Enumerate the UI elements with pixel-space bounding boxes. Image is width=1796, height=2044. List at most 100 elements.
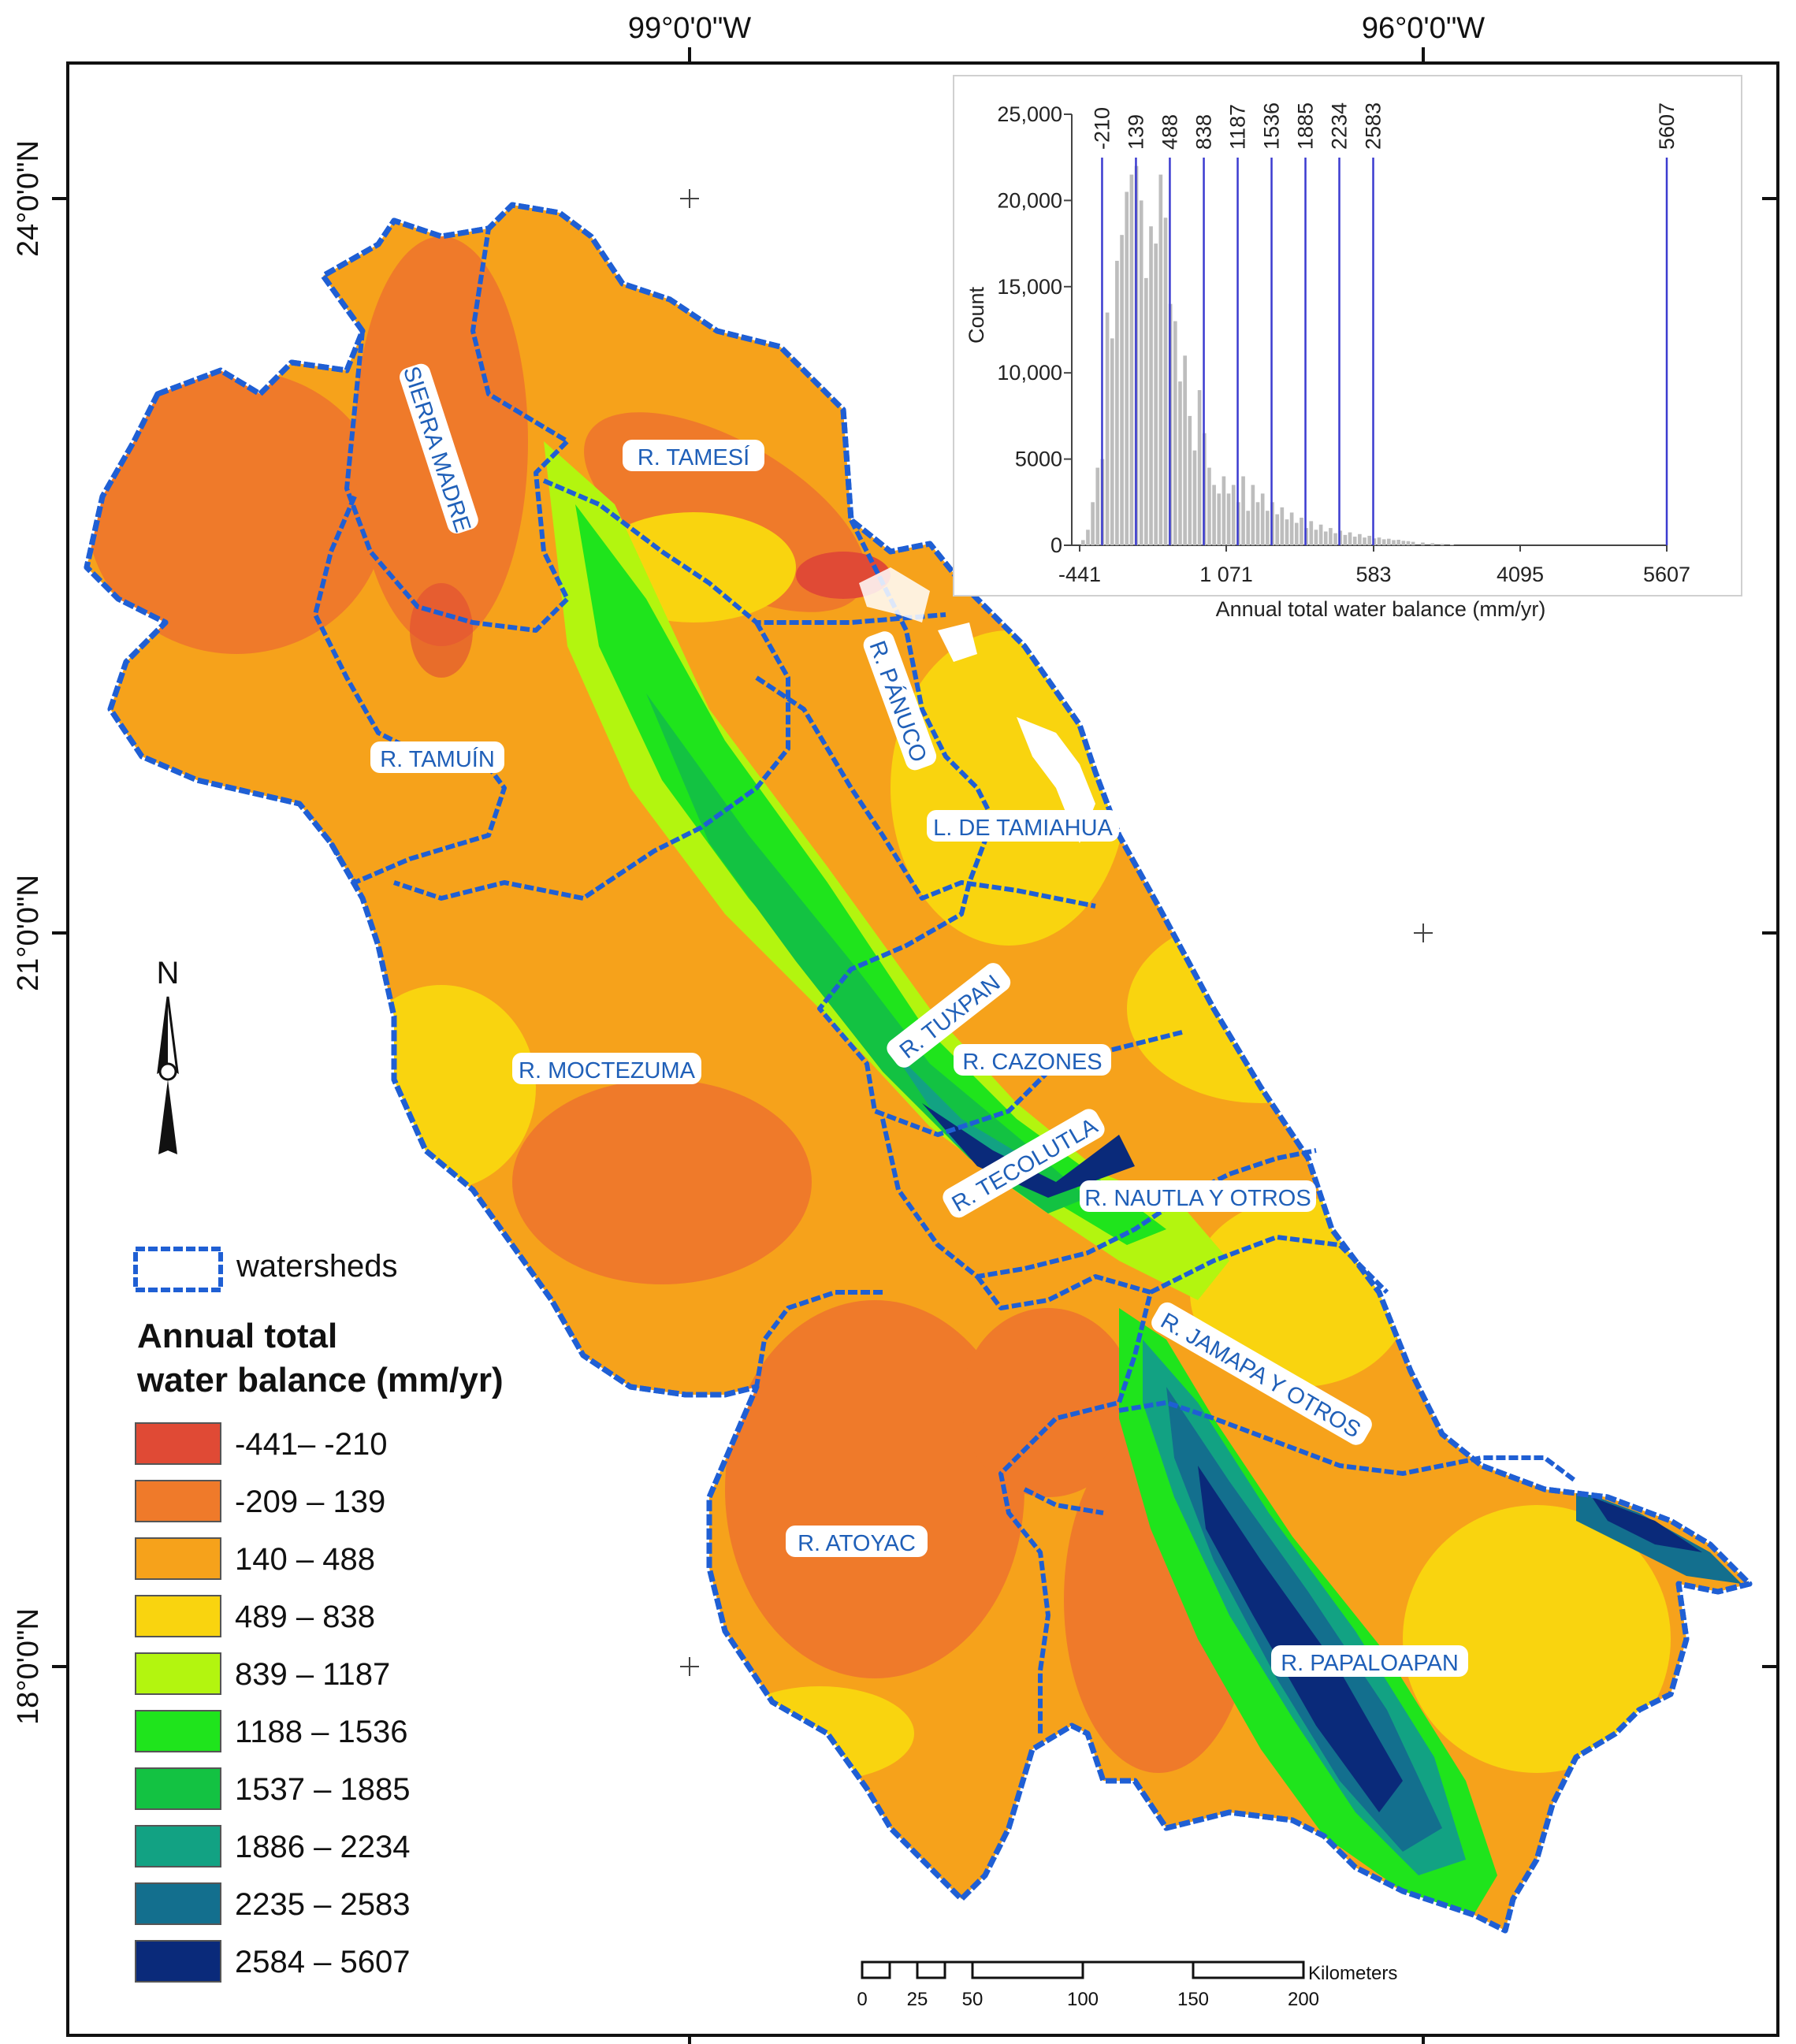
histogram-bar bbox=[1115, 260, 1119, 545]
scale-tick-3: 100 bbox=[1067, 1989, 1099, 2010]
x-tick-label: 4095 bbox=[1497, 563, 1544, 586]
y-tick-label: 25,000 bbox=[997, 102, 1062, 126]
legend-class-label-4: 839 – 1187 bbox=[235, 1657, 390, 1692]
scale-unit: Kilometers bbox=[1308, 1963, 1397, 1984]
histogram-panel bbox=[953, 75, 1742, 596]
y-tick-label: 20,000 bbox=[997, 188, 1062, 212]
watershed-labels: SIERRA MADRE R. TAMESÍ R. PÁNUCO R. TAMU… bbox=[370, 363, 1468, 1677]
histogram-bar bbox=[1266, 511, 1270, 545]
region-outline bbox=[84, 202, 1753, 1934]
histogram-bar bbox=[1251, 485, 1255, 545]
histogram-bar bbox=[1163, 217, 1168, 545]
lat-label-21n: 21°0'0"N bbox=[12, 875, 45, 991]
histogram-bar bbox=[1139, 200, 1143, 545]
histogram-bar bbox=[1372, 538, 1377, 545]
histogram-bar bbox=[1401, 541, 1406, 545]
histogram-bar bbox=[1129, 174, 1134, 545]
histogram-bar bbox=[1309, 521, 1314, 545]
legend-class-label-6: 1537 – 1885 bbox=[235, 1772, 410, 1807]
histogram-x-ticks: -441 1 071 583 4095 5607 bbox=[1058, 545, 1690, 586]
histogram-bar bbox=[1406, 541, 1411, 545]
class-break-label: 1885 bbox=[1294, 102, 1318, 150]
histogram-y-ticks: 0 5000 10,000 15,000 20,000 25,000 bbox=[997, 102, 1072, 557]
legend-title-line1: Annual total bbox=[137, 1317, 337, 1355]
histogram-bar bbox=[1178, 381, 1182, 545]
histogram-bar bbox=[1241, 476, 1245, 545]
class-break-label: 2234 bbox=[1328, 102, 1352, 150]
legend-swatch-4 bbox=[135, 1652, 221, 1695]
x-tick-label: 1 071 bbox=[1199, 563, 1253, 586]
scale-tick-4: 150 bbox=[1177, 1989, 1209, 2010]
histogram-bar bbox=[1217, 493, 1222, 545]
class-break-label: 2583 bbox=[1362, 102, 1385, 150]
histogram-bar bbox=[1173, 321, 1177, 545]
histogram-bar bbox=[1363, 537, 1367, 545]
legend-swatch-1 bbox=[135, 1480, 221, 1522]
histogram-bar bbox=[1358, 533, 1362, 545]
label-r-cazones: R. CAZONES bbox=[962, 1050, 1102, 1075]
histogram-bar bbox=[1396, 539, 1400, 545]
histogram-bar bbox=[1226, 493, 1231, 545]
legend-swatch-7 bbox=[135, 1825, 221, 1867]
label-r-nautla-y-otros: R. NAUTLA Y OTROS bbox=[1084, 1186, 1311, 1211]
histogram-bar bbox=[1294, 522, 1299, 545]
histogram-bar bbox=[1285, 519, 1289, 545]
histogram-bar bbox=[1255, 502, 1260, 545]
label-l-de-tamiahua: L. DE TAMIAHUA bbox=[933, 816, 1113, 841]
legend-class-label-9: 2584 – 5607 bbox=[235, 1945, 410, 1979]
histogram-bar bbox=[1440, 544, 1445, 545]
lon-label-96w: 96°0'0"W bbox=[1362, 12, 1485, 45]
class-break-label: 488 bbox=[1158, 114, 1181, 150]
histogram-bar bbox=[1154, 243, 1158, 545]
histogram-bar bbox=[1091, 502, 1095, 545]
legend-class-label-7: 1886 – 2234 bbox=[235, 1830, 410, 1864]
graticule-ticks bbox=[52, 47, 1778, 2044]
label-r-tamesi: R. TAMESÍ bbox=[638, 444, 750, 470]
legend-class-label-8: 2235 – 2583 bbox=[235, 1887, 410, 1922]
class-break-label: 1187 bbox=[1226, 104, 1250, 150]
histogram-bar bbox=[1392, 540, 1396, 545]
legend-swatch-5 bbox=[135, 1710, 221, 1752]
histogram-xlabel: Annual total water balance (mm/yr) bbox=[1216, 597, 1546, 621]
legend-swatch-3 bbox=[135, 1595, 221, 1637]
histogram-inset: -210 139 488 838 1187 1536 1885 2234 2583 5607 0 5… bbox=[953, 75, 1742, 621]
histogram-bar bbox=[1430, 543, 1435, 545]
scale-tick-1: 25 bbox=[907, 1989, 928, 2010]
histogram-bar bbox=[1212, 485, 1216, 545]
legend-class-label-1: -209 – 139 bbox=[235, 1485, 385, 1519]
legend-watersheds-label: watersheds bbox=[236, 1249, 398, 1284]
label-r-atoyac: R. ATOYAC bbox=[798, 1531, 916, 1556]
histogram-bar bbox=[1197, 390, 1202, 545]
histogram-bar bbox=[1318, 524, 1323, 545]
histogram-bar bbox=[1450, 544, 1454, 545]
histogram-bar bbox=[1289, 512, 1294, 545]
histogram-bar bbox=[1367, 535, 1372, 545]
label-r-tamuin: R. TAMUÍN bbox=[380, 746, 495, 772]
histogram-bar bbox=[1275, 514, 1279, 545]
histogram-bar bbox=[1323, 531, 1328, 545]
class-break-label: 1536 bbox=[1260, 102, 1284, 150]
internal-watershed-lines bbox=[313, 228, 1578, 1734]
histogram-bar bbox=[1381, 539, 1386, 545]
histogram-bar bbox=[1343, 534, 1348, 545]
histogram-bar bbox=[1377, 537, 1381, 545]
legend-classes: -441– -210 -209 – 139 140 – 488 489 – 838 83… bbox=[135, 1422, 410, 1983]
histogram-bar bbox=[1231, 485, 1236, 545]
histogram-bar bbox=[1149, 226, 1153, 545]
histogram-class-breaks: -210 139 488 838 1187 1536 1885 2234 2583 5607 bbox=[1090, 102, 1679, 545]
histogram-bar bbox=[1144, 277, 1148, 545]
histogram-bar bbox=[1158, 174, 1163, 545]
legend-swatch-0 bbox=[135, 1422, 221, 1465]
x-tick-label: 5607 bbox=[1643, 563, 1690, 586]
histogram-bar bbox=[1352, 537, 1357, 545]
y-tick-label: 0 bbox=[1050, 533, 1062, 557]
legend: watersheds Annual total water balance (m… bbox=[133, 1247, 504, 1983]
legend-swatch-2 bbox=[135, 1537, 221, 1580]
label-r-papaloapan: R. PAPALOAPAN bbox=[1281, 1651, 1459, 1676]
graticule-crosses bbox=[680, 189, 1433, 1676]
histogram-bar bbox=[1333, 533, 1337, 545]
label-r-moctezuma: R. MOCTEZUMA bbox=[519, 1058, 696, 1083]
scale-bar: 0 25 50 100 150 200 Kilometers bbox=[857, 1960, 1397, 2010]
histogram-bar bbox=[1300, 517, 1303, 545]
